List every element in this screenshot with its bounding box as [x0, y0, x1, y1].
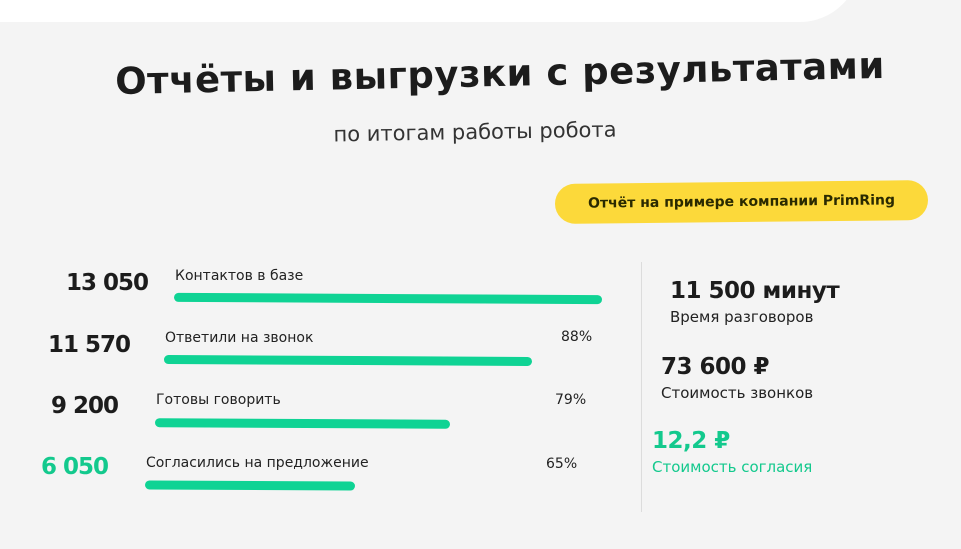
stat-label: Стоимость согласия: [652, 458, 813, 476]
stat-agreement-cost: 12,2 ₽ Стоимость согласия: [652, 428, 812, 476]
funnel-bar: [154, 418, 451, 429]
stat-call-cost: 73 600 ₽ Стоимость звонков: [661, 354, 813, 402]
funnel-value: 6 050: [40, 454, 109, 480]
funnel-label: Контактов в базе: [175, 268, 304, 284]
stat-label: Время разговоров: [670, 308, 814, 326]
funnel-percent: 79%: [555, 392, 587, 408]
funnel-bar: [144, 480, 356, 491]
stat-value: 12,2 ₽: [652, 428, 730, 454]
page-subtitle: по итогам работы робота: [333, 117, 617, 147]
funnel-label: Готовы говорить: [156, 392, 281, 408]
funnel-value: 9 200: [50, 393, 119, 419]
funnel-value: 13 050: [65, 270, 149, 296]
funnel-percent: 65%: [546, 456, 578, 472]
funnel-bar: [173, 292, 603, 305]
stat-talk-time: 11 500 минут Время разговоров: [670, 278, 840, 326]
stat-label: Стоимость звонков: [661, 384, 814, 402]
page-title: Отчёты и выгрузки с результатами: [114, 43, 886, 104]
divider: [641, 262, 642, 512]
stat-value: 73 600 ₽: [661, 354, 770, 380]
stat-value: 11 500 минут: [670, 278, 840, 304]
funnel-label: Согласились на предложение: [146, 455, 369, 471]
funnel-bar: [163, 355, 533, 366]
funnel-label: Ответили на звонок: [165, 330, 314, 346]
company-badge: Отчёт на примере компании PrimRing: [554, 180, 929, 224]
top-white-panel: [0, 0, 860, 22]
funnel-value: 11 570: [47, 332, 131, 358]
funnel-percent: 88%: [561, 329, 593, 345]
